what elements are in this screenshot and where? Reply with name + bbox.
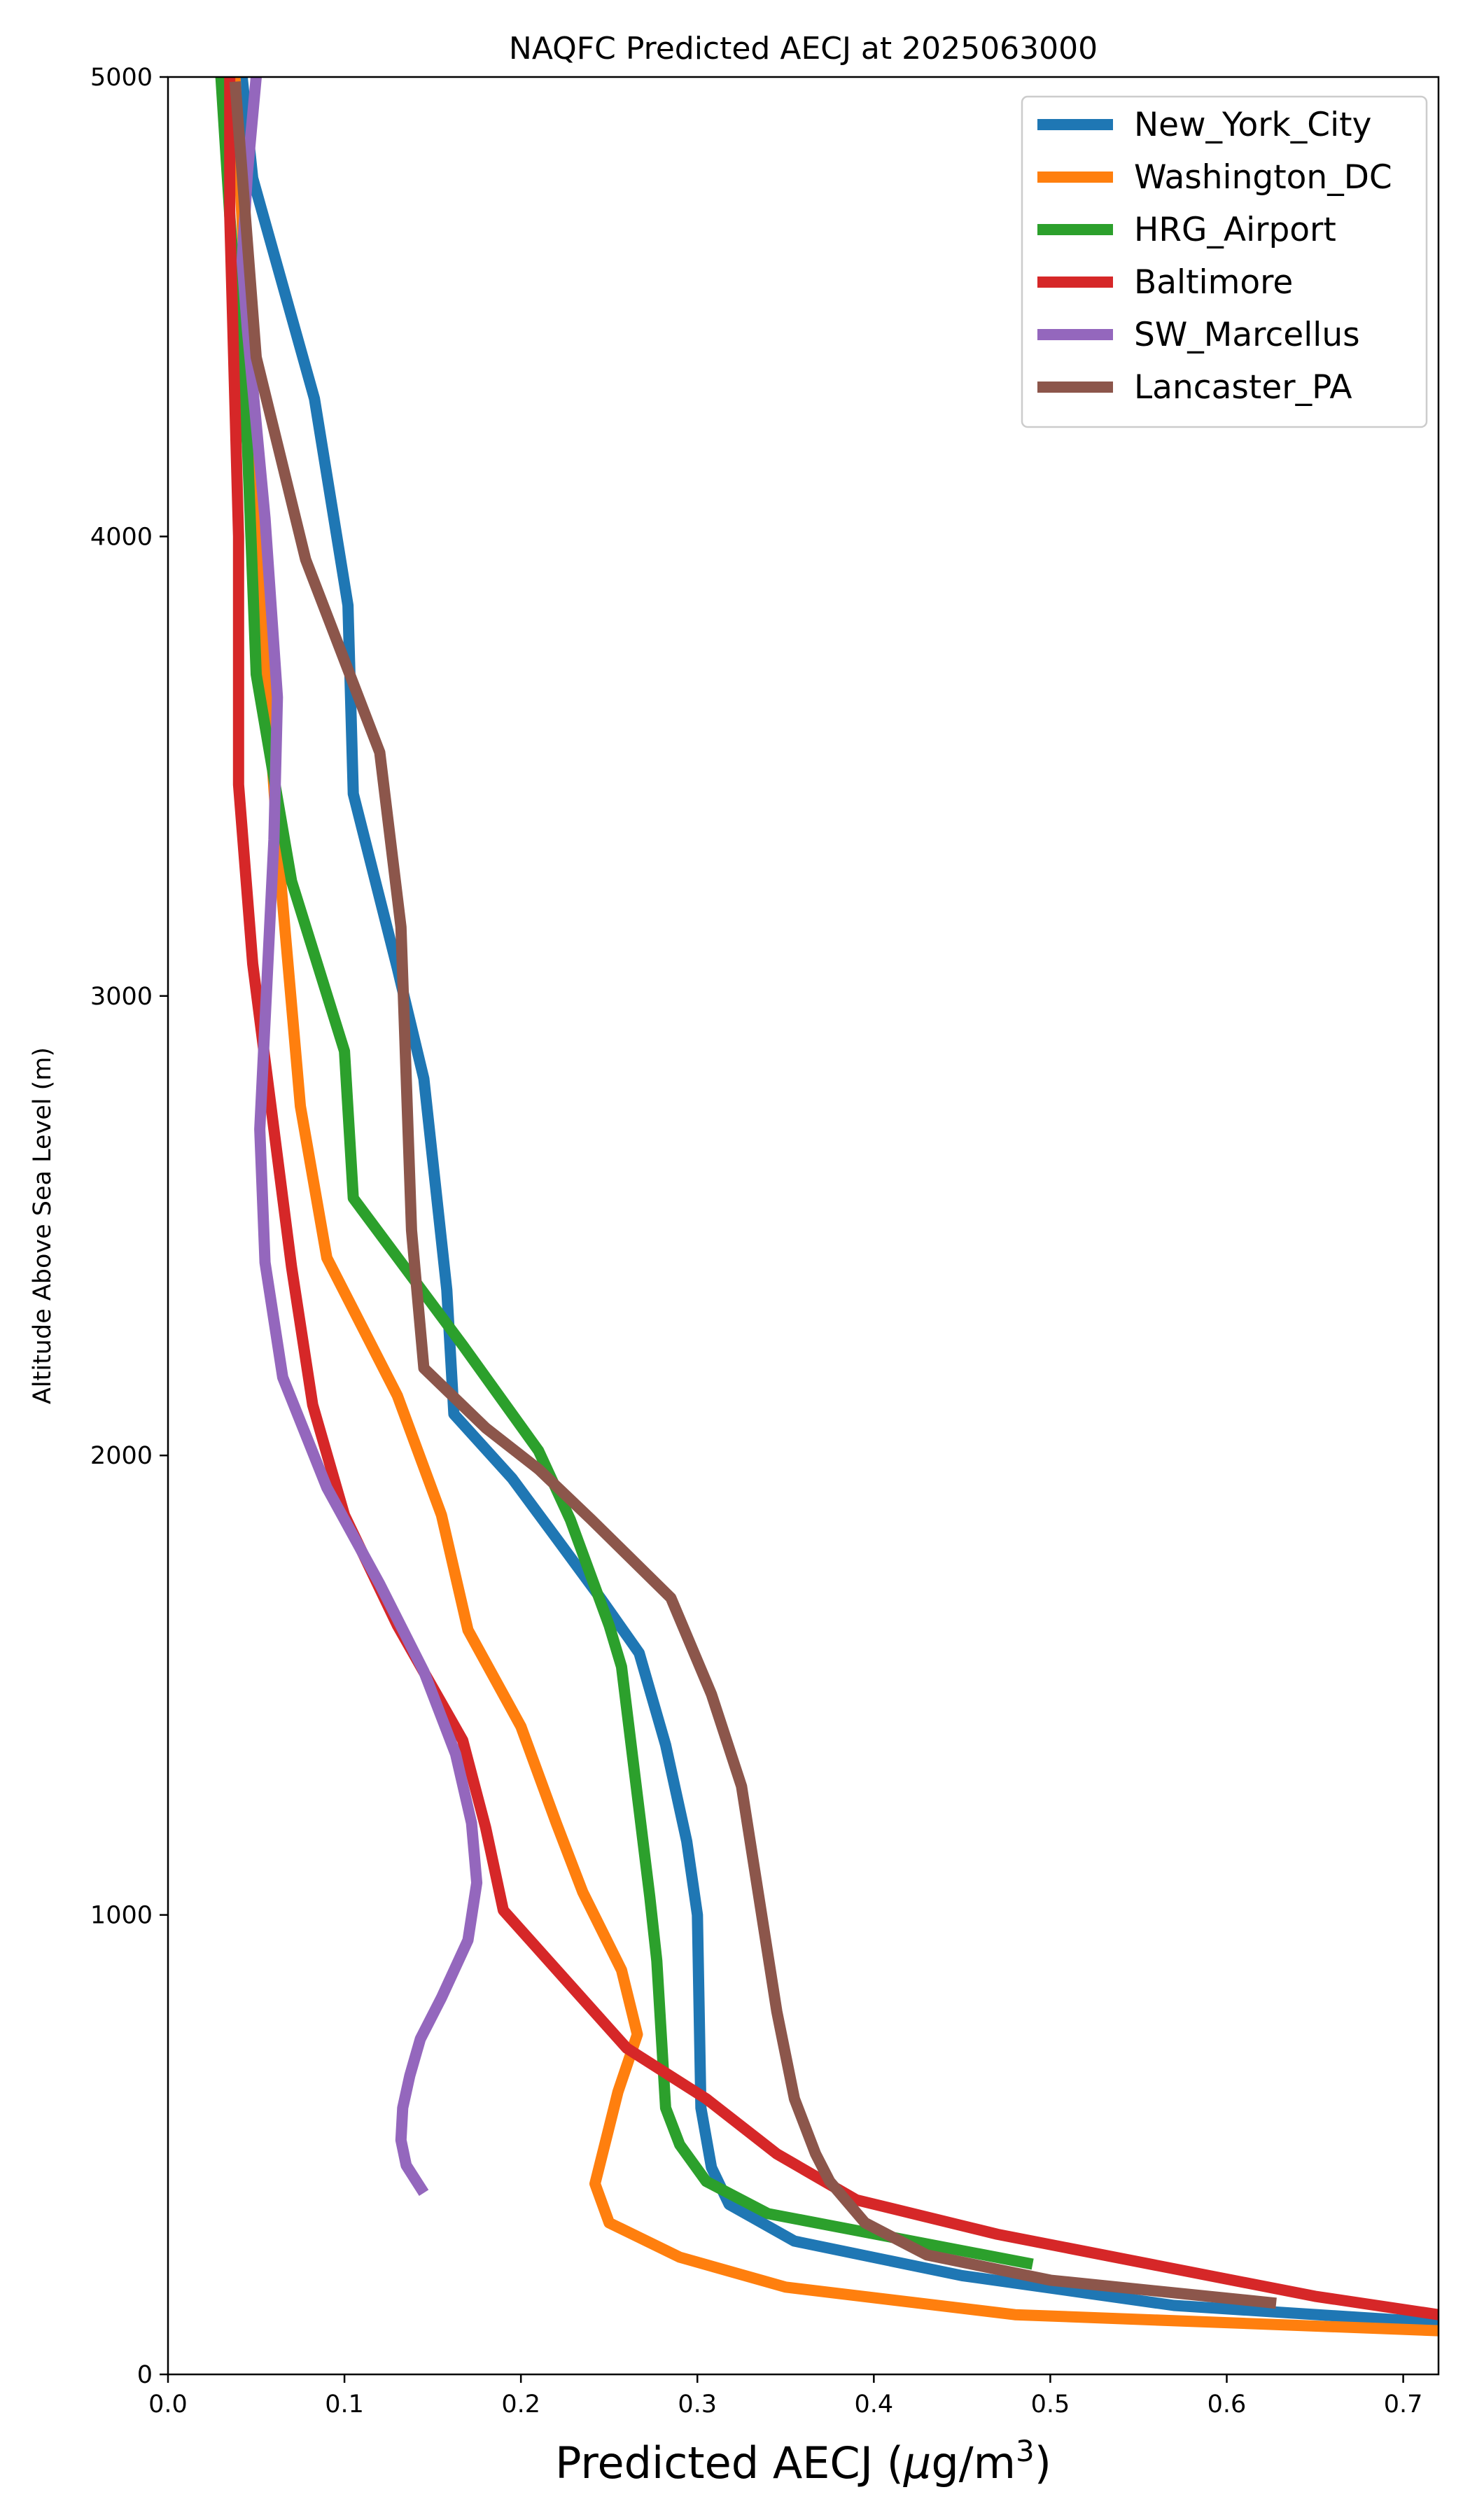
y-tick-label: 3000 (90, 983, 153, 1011)
legend: New_York_City Washington_DC HRG_Airport Bal… (1021, 95, 1428, 428)
legend-label: New_York_City (1134, 106, 1371, 144)
series-line-washington-dc (229, 77, 1438, 2337)
x-axis-label-unit-superscript: 3 (1016, 2434, 1035, 2468)
x-tick-label: 0.6 (1208, 2390, 1247, 2418)
legend-box (1021, 95, 1428, 428)
x-tick-label: 0.7 (1384, 2390, 1423, 2418)
x-axis-label-unit-mu: μ (903, 2437, 931, 2488)
y-tick-label: 1000 (90, 1902, 153, 1930)
x-tick-label: 0.4 (854, 2390, 893, 2418)
y-tick-label: 2000 (90, 1442, 153, 1470)
x-tick-label: 0.1 (325, 2390, 364, 2418)
x-axis: 0.0 0.1 0.2 0.3 0.4 0.5 0.6 0.7 (148, 2374, 1422, 2418)
series-line-lancaster-pa (229, 80, 1277, 2309)
x-tick-label: 0.0 (148, 2390, 188, 2418)
y-tick-label: 5000 (90, 64, 153, 92)
plot-area (167, 76, 1440, 2376)
series-line-sw-marcellus (236, 77, 483, 2197)
chart-title: NAQFC Predicted AECJ at 2025063000 (509, 31, 1098, 66)
legend-label: Lancaster_PA (1134, 368, 1352, 407)
legend-label: Baltimore (1134, 263, 1293, 302)
y-axis: 0 1000 2000 3000 4000 5000 (90, 64, 168, 2389)
y-tick-label: 0 (137, 2361, 153, 2389)
x-axis-label-close: ) (1035, 2437, 1051, 2488)
y-tick-label: 4000 (90, 523, 153, 551)
legend-label: HRG_Airport (1134, 211, 1336, 249)
x-axis-label-unit-rest: g/m (931, 2437, 1016, 2488)
x-tick-label: 0.5 (1031, 2390, 1070, 2418)
legend-label: Washington_DC (1134, 158, 1392, 197)
series-line-hrg-airport (215, 77, 1034, 2270)
x-axis-label-main: Predicted AECJ ( (555, 2437, 904, 2488)
legend-label: SW_Marcellus (1134, 316, 1360, 354)
y-axis-label: Altitude Above Sea Level (m) (29, 1047, 57, 1404)
x-axis-label: Predicted AECJ (μg/m3) (555, 2434, 1051, 2488)
plot-frame (167, 76, 1440, 2376)
x-tick-label: 0.3 (678, 2390, 717, 2418)
x-tick-label: 0.2 (501, 2390, 540, 2418)
series-layer (215, 77, 1438, 2337)
